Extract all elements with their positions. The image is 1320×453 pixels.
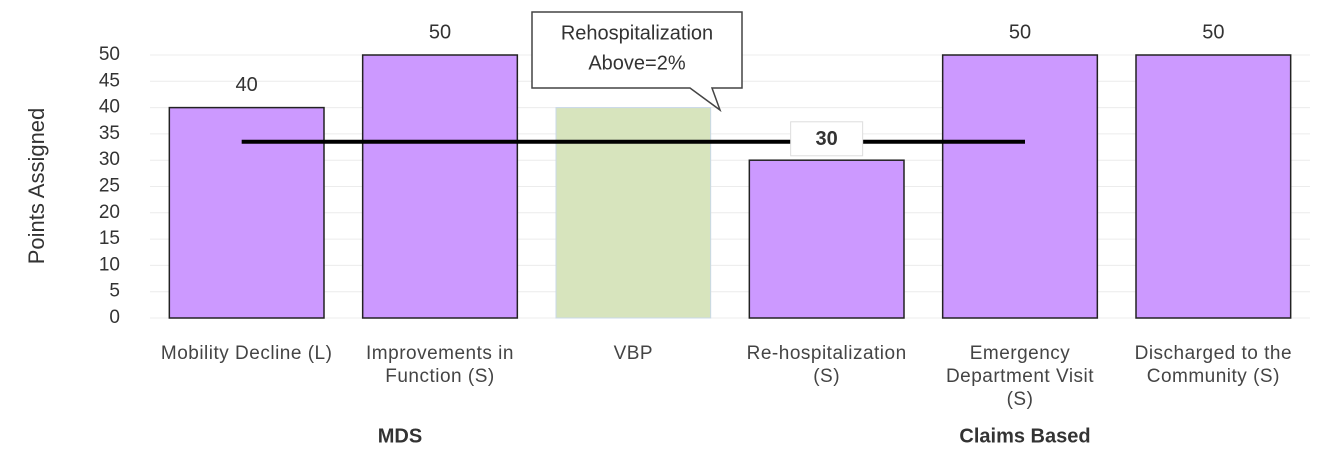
- value-label: 40: [236, 74, 258, 96]
- x-tick-label: Mobility Decline (L): [160, 343, 333, 364]
- x-tick-label: Re-hospitalization (S): [746, 343, 907, 387]
- value-label: 50: [429, 21, 451, 43]
- value-label: 50: [1009, 21, 1031, 43]
- y-tick-label: 20: [99, 202, 120, 223]
- y-tick-label: 30: [99, 149, 120, 170]
- bar: [748, 159, 905, 319]
- bar: [168, 106, 325, 319]
- bar: [1135, 54, 1292, 319]
- y-tick-label: 0: [109, 307, 120, 328]
- callout-text: Rehospitalization: [561, 22, 713, 44]
- x-tick-label: Discharged to the Community (S): [1134, 343, 1293, 387]
- callout-text: Above=2%: [588, 52, 686, 74]
- y-tick-label: 15: [99, 228, 120, 249]
- y-tick-label: 50: [99, 44, 120, 65]
- value-label: 30: [816, 128, 838, 150]
- value-label-box: [790, 121, 864, 157]
- x-tick-label: Improvements in Function (S): [366, 343, 514, 387]
- y-tick-label: 10: [99, 254, 120, 275]
- bar: [555, 107, 712, 319]
- bar: [941, 54, 1099, 319]
- y-axis-label: Points Assigned: [24, 108, 49, 265]
- bar: [361, 54, 519, 319]
- group-label: Claims Based: [959, 425, 1090, 447]
- y-tick-label: 5: [109, 281, 120, 302]
- callout-box: [531, 11, 743, 113]
- y-tick-label: 45: [99, 70, 120, 91]
- y-tick-label: 40: [99, 97, 120, 118]
- value-label: 50: [1202, 21, 1224, 43]
- x-tick-label: VBP: [613, 343, 654, 364]
- group-label: MDS: [378, 425, 422, 447]
- y-tick-label: 35: [99, 123, 120, 144]
- y-tick-label: 25: [99, 176, 120, 197]
- x-tick-label: Emergency Department Visit (S): [945, 343, 1095, 410]
